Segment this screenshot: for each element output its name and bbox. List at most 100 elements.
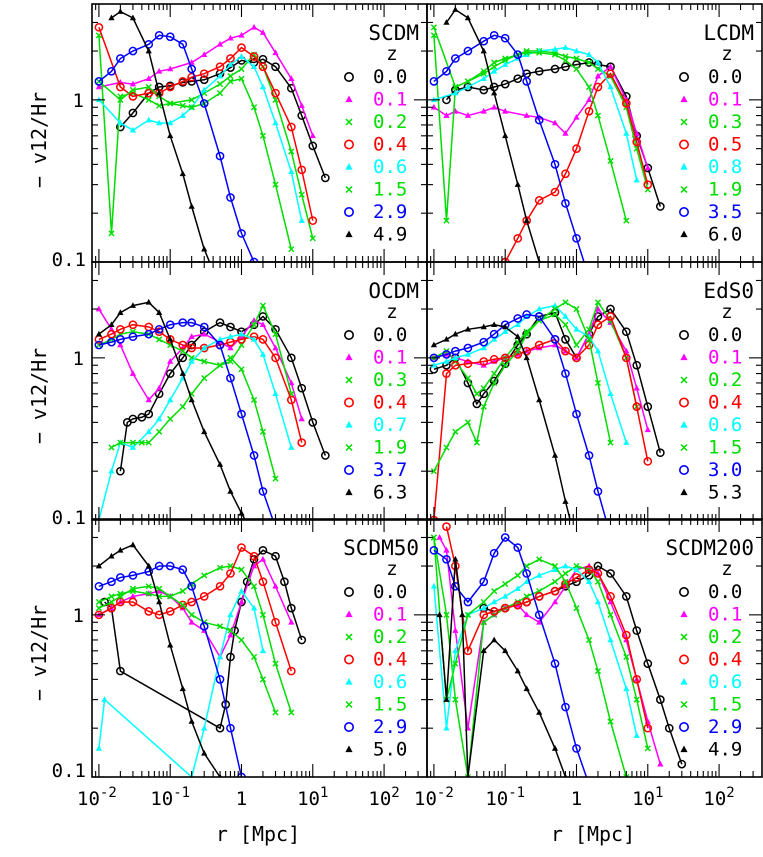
data-point xyxy=(226,373,235,383)
legend-marker xyxy=(678,397,689,408)
data-point xyxy=(502,132,509,139)
data-point xyxy=(138,439,145,446)
data-point xyxy=(271,62,280,72)
data-point xyxy=(594,598,602,605)
data-point xyxy=(178,565,188,574)
series-line xyxy=(433,301,612,472)
legend-marker xyxy=(343,139,354,150)
legend-marker xyxy=(345,443,353,452)
data-point xyxy=(573,55,580,62)
data-point xyxy=(643,456,653,466)
data-point xyxy=(430,103,438,110)
data-point xyxy=(585,274,592,281)
series-z-0.1 xyxy=(95,555,295,660)
data-point xyxy=(237,229,246,238)
data-point xyxy=(129,86,137,94)
data-point xyxy=(178,600,188,610)
legend-marker xyxy=(678,329,689,340)
data-point xyxy=(452,428,459,435)
series-z-0.4 xyxy=(442,522,653,733)
data-point xyxy=(216,81,224,88)
data-point xyxy=(502,107,509,114)
data-point xyxy=(562,578,569,585)
data-point xyxy=(459,611,466,618)
panel-title: OCDM xyxy=(368,279,419,303)
data-point xyxy=(288,618,295,625)
data-point xyxy=(145,590,152,597)
data-point xyxy=(156,415,163,422)
data-point xyxy=(199,621,209,631)
data-point xyxy=(179,403,186,410)
series-z-2.9 xyxy=(94,30,259,262)
legend-label: 0.0 xyxy=(373,581,407,603)
legend-label: 0.5 xyxy=(708,134,742,156)
data-point xyxy=(129,370,137,376)
data-point xyxy=(643,180,653,189)
legend-label: 0.4 xyxy=(708,392,742,414)
data-point xyxy=(129,585,137,592)
data-point xyxy=(101,696,108,702)
data-point xyxy=(480,47,487,54)
legend-label: 0.2 xyxy=(373,111,407,133)
legend-label: 0.4 xyxy=(708,649,742,671)
data-point xyxy=(201,724,208,731)
data-point xyxy=(480,323,487,330)
data-point xyxy=(442,369,451,378)
data-point xyxy=(480,604,487,611)
legend-marker xyxy=(345,376,353,384)
data-point xyxy=(199,322,209,332)
series-line xyxy=(98,321,274,520)
data-point xyxy=(585,326,593,333)
data-point xyxy=(250,604,258,611)
data-point xyxy=(108,467,115,474)
data-point xyxy=(464,78,472,85)
legend-label: 0.0 xyxy=(373,66,407,88)
legend: z0.00.10.30.50.81.93.56.0 xyxy=(678,43,742,246)
data-point xyxy=(298,415,305,422)
data-point xyxy=(572,409,581,419)
legend-marker xyxy=(345,610,353,618)
data-point xyxy=(491,59,498,66)
legend-title: z xyxy=(721,301,732,323)
legend-label: 0.4 xyxy=(373,649,407,671)
data-point xyxy=(514,348,521,355)
data-point xyxy=(522,329,532,339)
data-point xyxy=(108,593,115,600)
data-point xyxy=(430,361,438,368)
data-point xyxy=(534,66,544,76)
data-point xyxy=(258,577,268,587)
data-point xyxy=(199,69,209,79)
data-point xyxy=(145,428,152,435)
data-point xyxy=(430,468,438,475)
data-point xyxy=(489,30,499,40)
data-point xyxy=(585,636,593,644)
data-point xyxy=(632,675,642,684)
series-z-1.5 xyxy=(430,534,630,777)
data-point xyxy=(128,46,138,56)
data-point xyxy=(128,320,138,330)
legend-label: 2.9 xyxy=(373,716,407,738)
series-line xyxy=(119,315,327,472)
data-point xyxy=(585,336,593,343)
data-point xyxy=(664,723,674,733)
data-point xyxy=(179,102,186,109)
data-point xyxy=(513,600,523,610)
data-point xyxy=(594,72,602,79)
legend-label: 1.5 xyxy=(708,694,742,716)
data-point xyxy=(572,353,581,363)
legend-marker xyxy=(678,72,689,83)
legend-marker xyxy=(345,118,353,126)
series-z-0.6 xyxy=(95,53,305,223)
data-point xyxy=(513,543,523,552)
legend-marker xyxy=(343,464,354,475)
data-point xyxy=(250,104,258,111)
y-tick-label: 0.1 xyxy=(52,760,86,782)
data-point xyxy=(107,337,116,347)
legend-label: 1.9 xyxy=(373,437,407,459)
legend-title: z xyxy=(386,43,397,65)
data-point xyxy=(491,321,498,328)
series-line xyxy=(433,34,585,262)
series-z-0.2 xyxy=(430,534,651,777)
data-point xyxy=(259,611,267,618)
data-point xyxy=(573,542,579,548)
